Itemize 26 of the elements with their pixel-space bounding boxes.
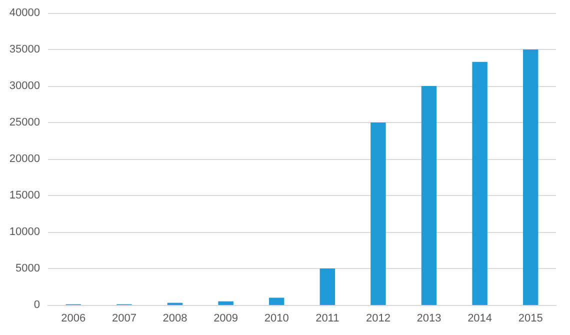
bar (370, 122, 386, 305)
y-tick-label: 0 (34, 299, 40, 311)
x-tick-label: 2015 (518, 312, 543, 324)
bar (320, 268, 336, 305)
x-tick-label: 2012 (366, 312, 390, 324)
y-tick-label: 40000 (9, 7, 40, 19)
y-tick-label: 15000 (9, 190, 40, 202)
y-tick-label: 5000 (16, 262, 40, 274)
bar (472, 62, 488, 305)
y-tick-label: 10000 (9, 226, 40, 238)
bar (268, 298, 284, 305)
y-tick-label: 25000 (9, 116, 40, 128)
y-tick-label: 20000 (9, 153, 40, 165)
x-tick-label: 2013 (416, 312, 442, 324)
x-tick-label: 2008 (162, 312, 188, 324)
x-tick-label: 2009 (214, 312, 238, 324)
x-tick-label: 2010 (264, 312, 289, 324)
x-tick-label: 2007 (112, 312, 136, 324)
x-tick-label: 2011 (316, 312, 340, 324)
bar (522, 50, 538, 305)
bar (218, 301, 234, 305)
y-tick-label: 35000 (9, 44, 40, 56)
bar (421, 86, 437, 305)
y-tick-label: 30000 (9, 80, 40, 92)
x-tick-label: 2014 (468, 312, 492, 324)
x-tick-label: 2006 (61, 312, 86, 324)
